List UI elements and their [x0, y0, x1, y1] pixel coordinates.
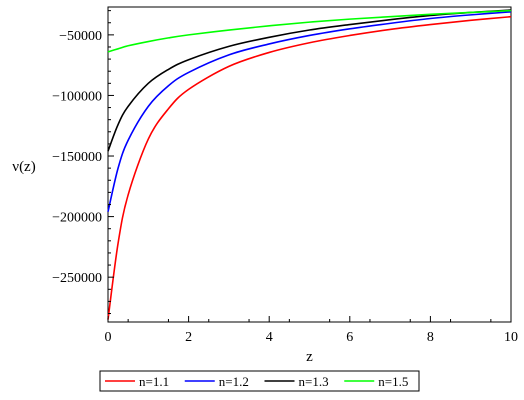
y-tick-label: −250000	[52, 271, 102, 286]
y-axis-label: ν(z)	[12, 159, 35, 175]
series-line-3	[107, 9, 512, 152]
plot-border	[107, 6, 512, 323]
series-line-2	[107, 11, 512, 212]
x-tick-label: 4	[266, 330, 273, 345]
x-tick-label: 8	[427, 330, 434, 345]
y-tick-label: −100000	[52, 89, 102, 104]
y-tick-label: −150000	[52, 150, 102, 165]
axis-ticks: 0 2 4 6 8 10 −50000 −100000 −150000 −200000 −25000…	[52, 10, 518, 345]
series-line-1	[107, 15, 512, 320]
legend-label-4: n=1.5	[378, 374, 408, 389]
legend-label-2: n=1.2	[219, 374, 249, 389]
legend: n=1.1 n=1.2 n=1.3 n=1.5	[99, 370, 420, 392]
y-tick-label: −50000	[59, 29, 102, 44]
x-tick-label: 2	[185, 330, 192, 345]
y-tick-label: −200000	[52, 211, 102, 226]
legend-label-3: n=1.3	[299, 374, 329, 389]
legend-box	[99, 370, 420, 392]
x-tick-label: 6	[346, 330, 353, 345]
x-tick-label: 0	[105, 330, 112, 345]
legend-label-1: n=1.1	[139, 374, 169, 389]
series-lines	[107, 9, 512, 320]
x-axis-label: z	[306, 349, 313, 365]
series-line-4	[107, 9, 512, 53]
plot-area	[107, 6, 512, 323]
x-tick-label: 10	[504, 330, 518, 345]
